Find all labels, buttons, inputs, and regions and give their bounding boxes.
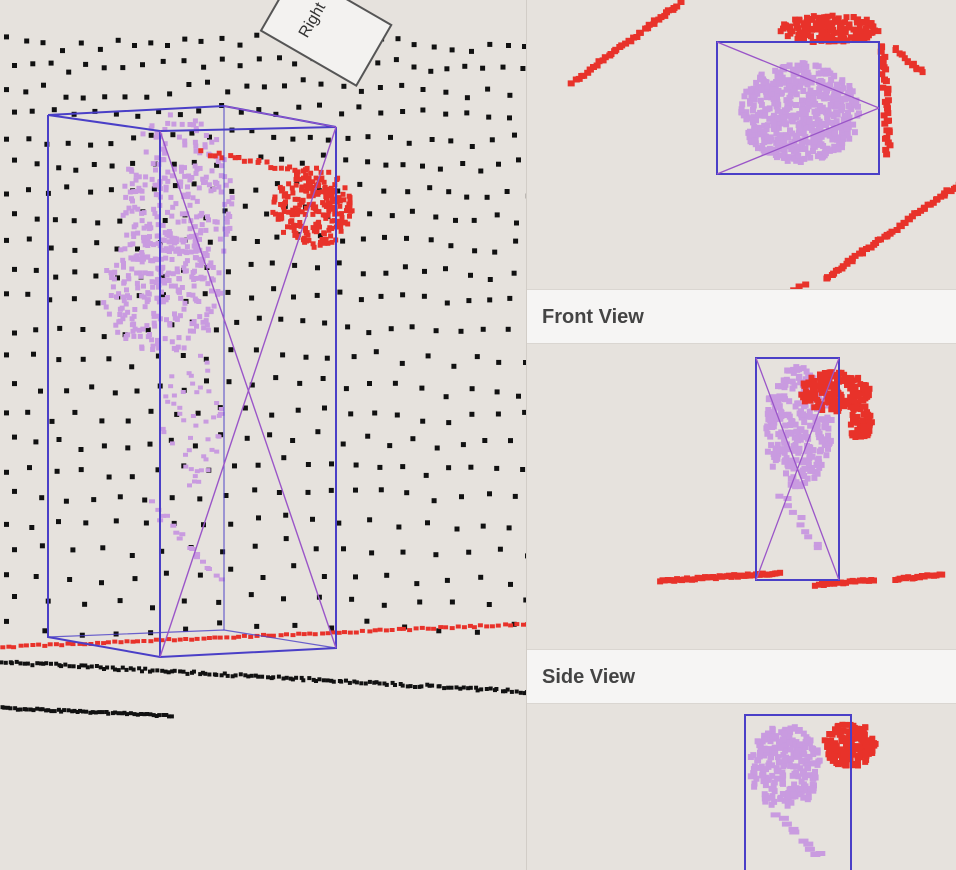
front-view-canvas[interactable] [527, 344, 956, 649]
front-view-header: Front View [527, 289, 956, 344]
bounding-box-top[interactable] [716, 41, 880, 175]
view-side-panel: Front View Side View [526, 0, 956, 870]
camera-frustum-icon[interactable]: Right [259, 0, 393, 87]
object-point-cloud [747, 724, 826, 857]
ground-line-highlight [567, 0, 956, 289]
side-view-header: Side View [527, 649, 956, 704]
front-view[interactable] [527, 344, 956, 649]
bounding-box-front[interactable] [755, 357, 840, 581]
highlight-point-cloud [777, 12, 926, 158]
top-view-canvas[interactable] [527, 0, 956, 289]
highlight-point-cloud [798, 369, 875, 440]
highlight-point-cloud [821, 721, 879, 769]
top-view[interactable] [527, 0, 956, 289]
side-view-canvas[interactable] [527, 704, 956, 870]
object-point-cloud [738, 60, 862, 165]
bounding-box-side[interactable] [744, 714, 852, 870]
ground-point-cloud [0, 31, 526, 719]
ground-line-highlight [0, 622, 526, 650]
ground-line-highlight [657, 569, 946, 589]
perspective-3d-view[interactable]: Right [0, 0, 526, 870]
point-cloud-canvas[interactable]: Right [0, 0, 526, 870]
object-point-cloud [101, 112, 235, 582]
side-view[interactable] [527, 704, 956, 870]
bounding-box-3d[interactable] [47, 104, 337, 659]
